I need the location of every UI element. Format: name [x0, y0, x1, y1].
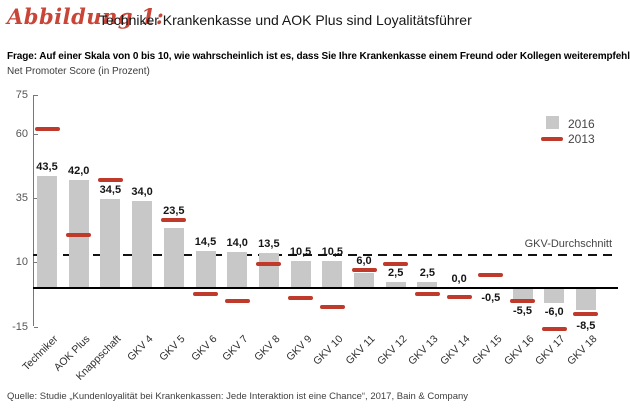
y-axis-line	[33, 95, 34, 327]
bar-2016	[37, 176, 57, 288]
bar-2016	[227, 252, 248, 288]
dash-2013	[414, 292, 440, 297]
y-axis-tick-label: 35	[15, 192, 28, 205]
bar-2016	[258, 253, 279, 288]
dash-2013	[256, 261, 282, 266]
bar-2016	[290, 261, 311, 288]
bar-value-label: 10,5	[289, 246, 312, 259]
bar-2016	[512, 288, 533, 303]
legend-label-2016: 2016	[568, 117, 595, 131]
bar-value-label: 42,0	[67, 165, 90, 178]
dash-2013	[161, 217, 187, 222]
bar-2016	[100, 199, 121, 288]
reference-line-label: GKV-Durchschnitt	[524, 238, 612, 250]
figure-number-label: Abbildung 1:	[7, 4, 165, 29]
bar-value-label: 2,5	[419, 266, 436, 279]
dash-2013	[224, 298, 250, 303]
y-axis-tickmark	[34, 133, 38, 135]
bar-2016	[385, 281, 406, 288]
bar-value-label: 14,5	[194, 235, 217, 248]
dash-2013	[573, 311, 599, 316]
bar-value-label: 6,0	[356, 255, 372, 268]
bar-value-label: 2,5	[388, 266, 404, 279]
dash-2013	[351, 268, 377, 273]
dash-2013	[34, 126, 60, 131]
bar-2016	[132, 200, 153, 288]
legend-dash-swatch	[541, 137, 563, 141]
reference-dashed-line	[33, 253, 618, 256]
bar-2016	[417, 281, 438, 288]
bar-value-label: -6,0	[544, 306, 564, 319]
source-note: Quelle: Studie „Kundenloyalität bei Kran…	[7, 391, 469, 402]
figure-title: Techniker Krankenkasse und AOK Plus sind…	[99, 12, 472, 28]
bar-value-label: 14,0	[226, 237, 248, 250]
legend-bar-swatch	[546, 116, 559, 129]
dash-2013	[383, 261, 409, 266]
dash-2013	[66, 233, 92, 238]
bar-2016	[575, 288, 596, 310]
bar-value-label: 43,5	[36, 161, 58, 174]
bar-2016	[354, 272, 374, 288]
survey-question: Frage: Auf einer Skala von 0 bis 10, wie…	[7, 51, 630, 62]
y-axis-tick-label: 75	[15, 89, 28, 102]
dash-2013	[478, 273, 504, 278]
bar-value-label: -8,5	[576, 319, 596, 332]
legend-label-2013: 2013	[568, 132, 595, 146]
dash-2013	[97, 178, 123, 183]
bar-2016	[322, 261, 343, 288]
bar-value-label: 10,5	[321, 246, 343, 259]
y-axis-tick-label: -15	[12, 320, 28, 333]
bar-value-label: -5,5	[513, 305, 532, 318]
y-axis-tickmark	[34, 326, 38, 328]
y-axis-tickmark	[34, 198, 38, 200]
bar-2016	[163, 227, 184, 288]
dash-2013	[288, 296, 314, 301]
dash-2013	[541, 327, 567, 332]
bar-value-label: 13,5	[258, 238, 280, 251]
bar-value-label: 34,5	[99, 184, 122, 197]
dash-2013	[510, 298, 535, 303]
dash-2013	[319, 305, 345, 310]
bar-value-label: 23,5	[163, 204, 185, 217]
y-axis-tick-label: 10	[15, 256, 28, 269]
bar-value-label: 34,0	[131, 185, 153, 198]
bar-value-label: -0,5	[481, 292, 501, 305]
dash-2013	[193, 292, 218, 297]
y-axis-tickmark	[34, 95, 38, 97]
metric-label: Net Promoter Score (in Prozent)	[7, 66, 150, 77]
bar-value-label: 0,0	[451, 273, 467, 285]
dash-2013	[446, 294, 472, 299]
y-axis-tick-label: 60	[15, 127, 28, 140]
y-axis-tickmark	[34, 262, 38, 264]
bar-2016	[195, 250, 216, 288]
bar-2016	[544, 288, 565, 304]
zero-baseline	[33, 287, 618, 289]
